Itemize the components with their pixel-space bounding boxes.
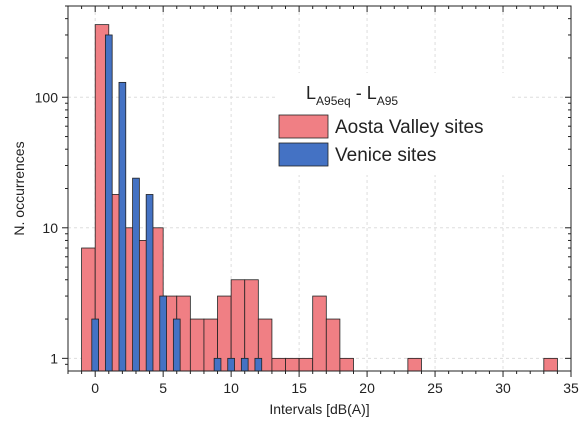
bar-aosta-valley — [244, 279, 259, 372]
bar-venice — [91, 318, 99, 372]
legend-title: LA95eq - LA95 — [306, 83, 398, 108]
bar-venice — [145, 194, 154, 372]
y-axis-label: N. occurrences — [11, 141, 27, 235]
y-tick-label: 100 — [35, 89, 59, 105]
x-tick-label: 25 — [427, 380, 443, 396]
legend-swatch — [278, 142, 329, 167]
bar-venice — [159, 295, 167, 372]
legend-items: Aosta Valley sites Venice sites — [278, 114, 484, 167]
legend-label: Venice sites — [335, 145, 436, 166]
axis-ticks: 0 5 10 15 20 25 30 35 1 10 100 — [35, 5, 579, 396]
bar-venice — [240, 357, 249, 372]
x-tick-label: 20 — [359, 380, 375, 396]
bar-aosta-valley — [312, 295, 327, 372]
x-tick-label: 30 — [495, 380, 511, 396]
legend-swatch — [278, 114, 329, 139]
x-tick-label: 5 — [159, 380, 167, 396]
x-tick-label: 0 — [91, 380, 99, 396]
legend-label: Aosta Valley sites — [335, 117, 484, 138]
x-tick-label: 35 — [563, 380, 579, 396]
legend-title-mid: - L — [351, 83, 377, 103]
bar-venice — [172, 318, 181, 372]
y-tick-label: 10 — [42, 220, 58, 236]
x-tick-label: 10 — [223, 380, 239, 396]
x-tick-label: 15 — [291, 380, 307, 396]
legend-title-sub2: A95 — [377, 94, 399, 108]
bar-aosta-valley — [339, 357, 354, 372]
bar-venice — [132, 177, 140, 372]
bar-venice — [254, 357, 263, 372]
legend-title-sub1: A95eq — [316, 94, 351, 108]
bar-aosta-valley — [189, 318, 205, 372]
bar-venice — [104, 34, 113, 372]
bar-venice — [118, 81, 127, 372]
bar-aosta-valley — [407, 357, 422, 372]
bar-venice — [213, 357, 222, 372]
x-axis-label: Intervals [dB(A)] — [269, 401, 369, 417]
bar-aosta-valley — [285, 357, 300, 372]
bar-aosta-valley — [230, 279, 246, 372]
bar-aosta-valley — [298, 357, 314, 372]
legend-title-main: L — [306, 83, 316, 103]
bar-aosta-valley — [325, 318, 341, 372]
bar-aosta-valley — [271, 357, 286, 372]
bar-aosta-valley — [543, 357, 558, 372]
legend: LA95eq - LA95 Aosta Valley sites Venice s… — [275, 73, 512, 175]
y-tick-label: 1 — [50, 350, 58, 366]
bar-venice — [227, 357, 235, 372]
